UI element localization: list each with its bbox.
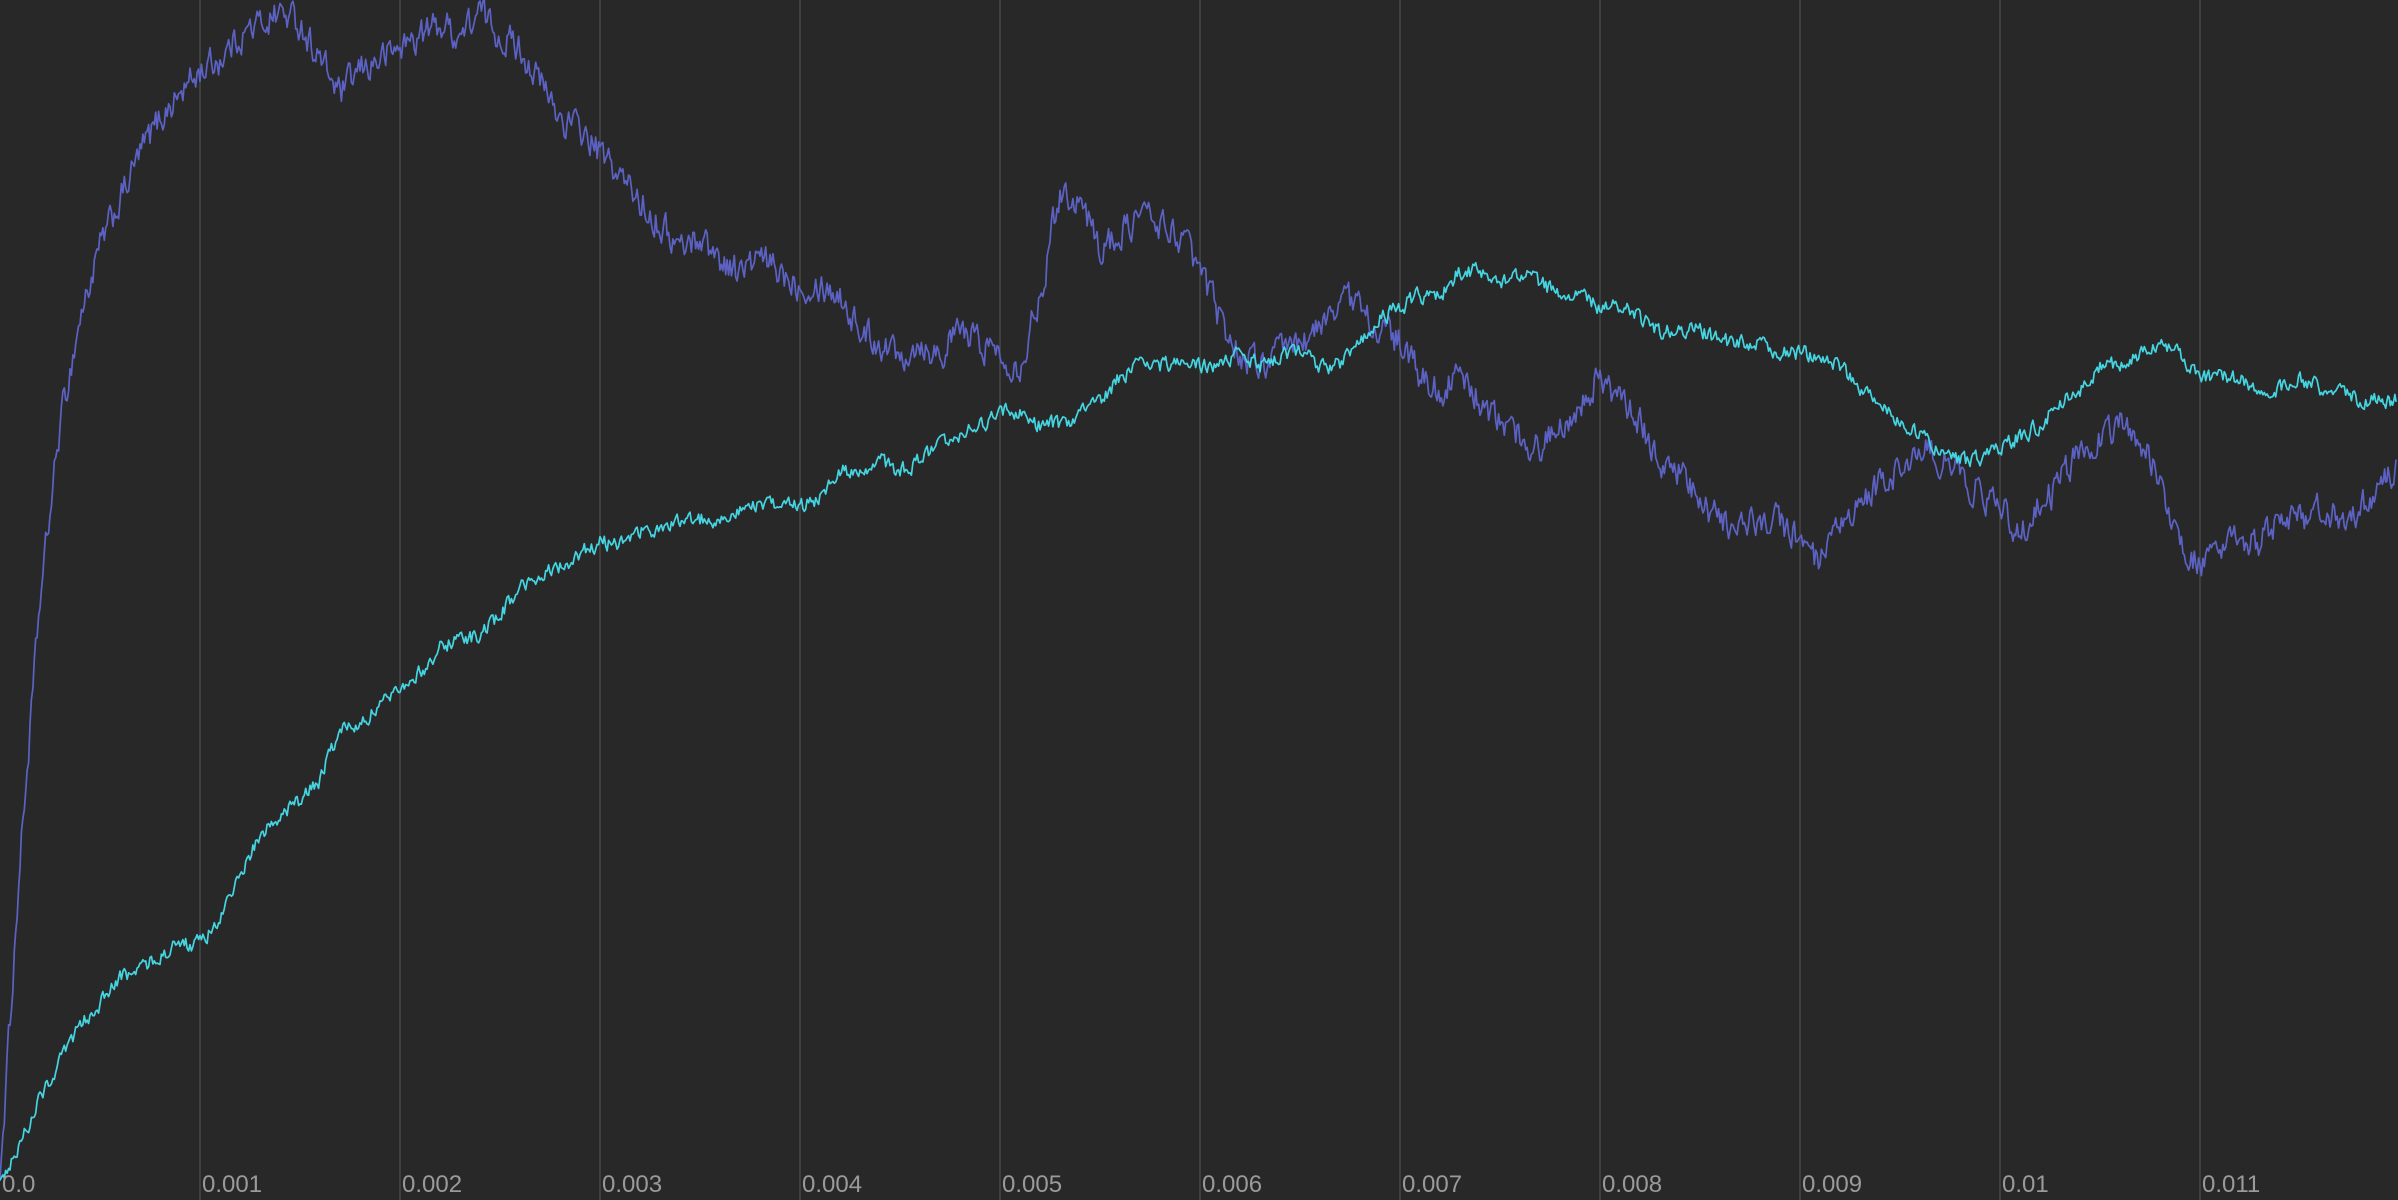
x-tick-label-7: 0.007: [1402, 1171, 1462, 1198]
gridlines: [199, 0, 2201, 1200]
x-tick-label-1: 0.001: [202, 1171, 262, 1198]
x-tick-label-10: 0.01: [2002, 1171, 2049, 1198]
x-tick-label-9: 0.009: [1802, 1171, 1862, 1198]
x-tick-label-0: 0.0: [2, 1171, 35, 1198]
x-tick-label-5: 0.005: [1002, 1171, 1062, 1198]
x-tick-label-8: 0.008: [1602, 1171, 1662, 1198]
x-tick-label-4: 0.004: [802, 1171, 862, 1198]
x-tick-label-11: 0.011: [2202, 1171, 2260, 1198]
x-tick-label-3: 0.003: [602, 1171, 662, 1198]
x-tick-label-6: 0.006: [1202, 1171, 1262, 1198]
series-line-series-2: [0, 261, 2397, 1181]
x-axis-tick-labels: 0.0 0.001 0.002 0.003 0.004 0.005 0.006 0.007 0.…: [2, 1171, 2260, 1198]
x-tick-label-2: 0.002: [402, 1171, 462, 1198]
